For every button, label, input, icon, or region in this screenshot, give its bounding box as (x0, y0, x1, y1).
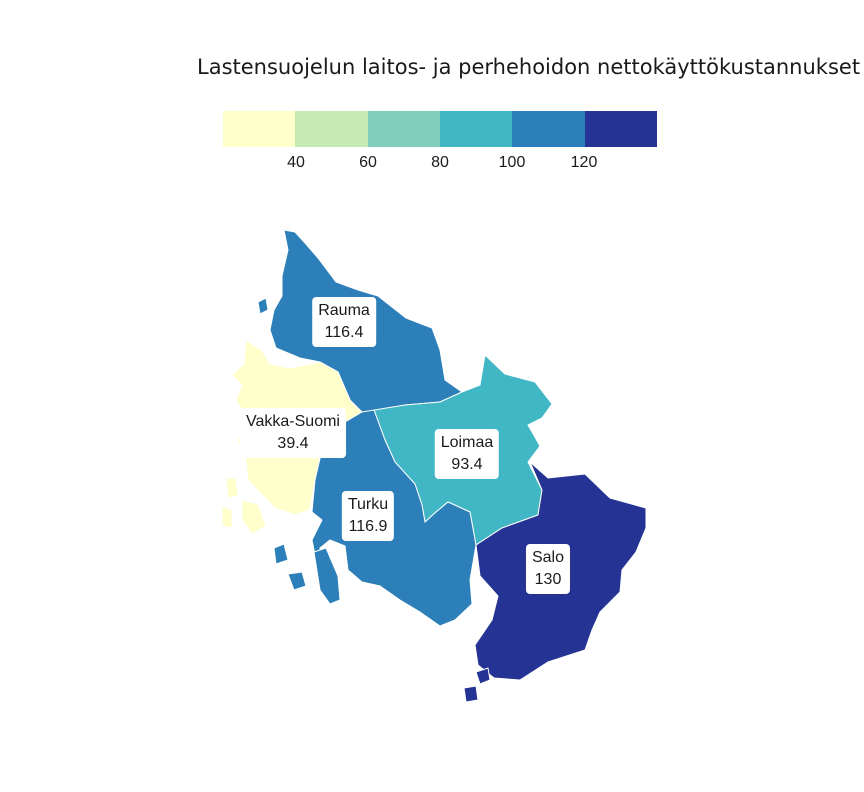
color-legend (223, 111, 657, 147)
region-name: Turku (347, 496, 389, 513)
legend-swatch-6 (584, 111, 657, 147)
region-label-loimaa: Loimaa 93.4 (434, 429, 500, 479)
legend-swatch-1 (223, 111, 296, 147)
region-salo-island-2 (463, 685, 479, 703)
legend-swatch-2 (295, 111, 368, 147)
region-label-rauma: Rauma 116.4 (312, 297, 376, 347)
legend-tick: 120 (570, 154, 598, 171)
region-label-vakka-suomi: Vakka-Suomi 39.4 (240, 408, 346, 458)
legend-tick: 60 (359, 154, 377, 171)
region-name: Salo (531, 549, 565, 566)
region-value: 39.4 (277, 435, 309, 452)
region-vakka-island-2 (241, 499, 267, 535)
region-label-salo: Salo 130 (525, 544, 571, 594)
region-vakka-island-1 (225, 477, 239, 499)
region-name: Vakka-Suomi (246, 413, 340, 430)
region-name: Loimaa (440, 434, 494, 451)
region-turku-island-2 (287, 571, 307, 591)
legend-tick: 40 (287, 154, 305, 171)
region-label-turku: Turku 116.9 (341, 491, 395, 541)
legend-swatch-3 (367, 111, 440, 147)
region-vakka-island-3 (221, 505, 233, 529)
map-title: Lastensuojelun laitos- ja perhehoidon ne… (197, 55, 861, 79)
legend-swatch-4 (439, 111, 513, 147)
region-value: 130 (534, 571, 562, 588)
legend-tick: 100 (498, 154, 526, 171)
region-value: 116.9 (348, 518, 388, 535)
region-turku-island-3 (313, 547, 341, 605)
region-rauma-island (257, 297, 269, 315)
legend-tick: 80 (431, 154, 449, 171)
legend-swatch-5 (512, 111, 585, 147)
region-value: 93.4 (451, 456, 483, 473)
region-turku[interactable] (311, 409, 477, 627)
region-value: 116.4 (324, 324, 364, 341)
region-turku-island-1 (273, 543, 289, 565)
region-name: Rauma (318, 302, 370, 319)
region-salo-island-1 (475, 667, 491, 685)
